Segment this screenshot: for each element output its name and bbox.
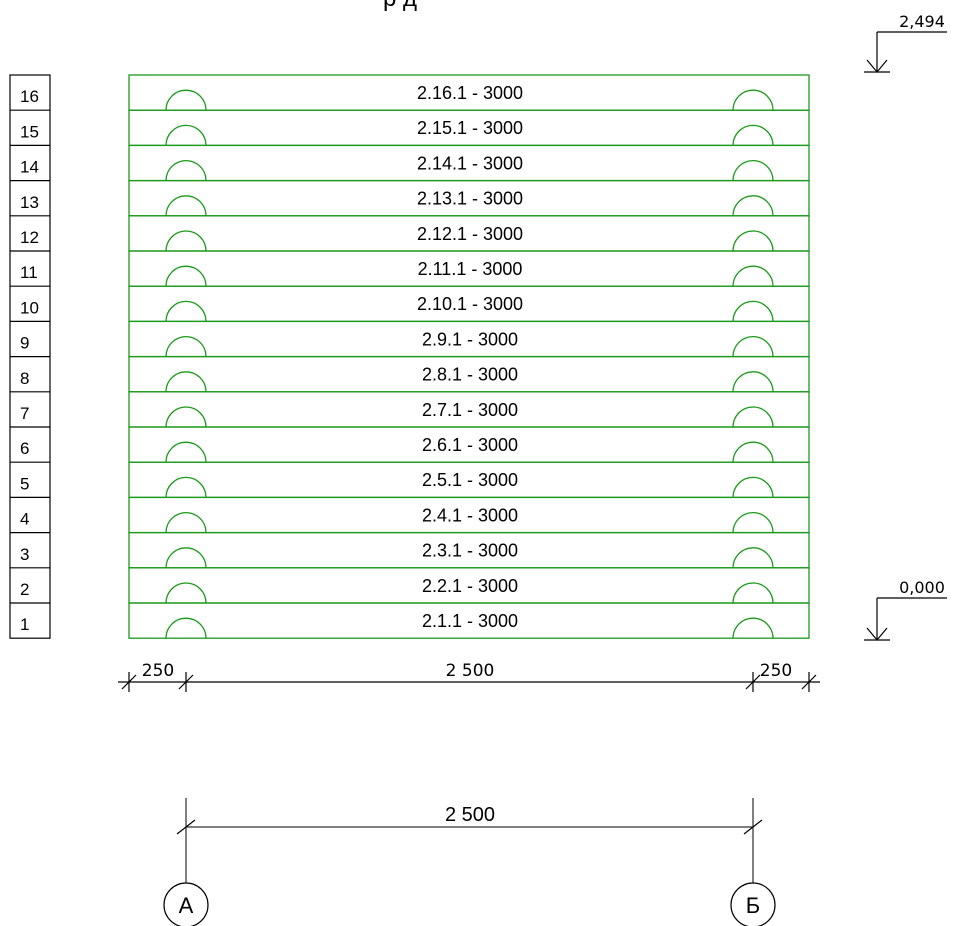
block-label: 2.2.1 - 3000 <box>422 576 518 596</box>
lifting-loop-right <box>732 476 774 498</box>
row-number: 2 <box>20 580 29 599</box>
dimension-left-label: 250 <box>142 661 174 681</box>
row-number: 3 <box>20 545 29 564</box>
lifting-loop-right <box>732 441 774 463</box>
lifting-loop-left <box>165 300 207 322</box>
block-label: 2.8.1 - 3000 <box>422 365 518 385</box>
elevation-marker-top: 2,494 <box>864 12 947 73</box>
block-label: 2.11.1 - 3000 <box>418 259 523 279</box>
block-row: 4 2.4.1 - 3000 <box>10 496 810 534</box>
block-row: 14 2.14.1 - 3000 <box>10 144 810 182</box>
block-label: 2.6.1 - 3000 <box>422 435 518 455</box>
lifting-loop-right <box>732 512 774 533</box>
axis-dimension: 2 500 <box>176 798 763 883</box>
title-fragment: р д <box>383 0 417 12</box>
lifting-loop-left <box>165 441 207 463</box>
lifting-loop-right <box>732 336 774 357</box>
block-label: 2.15.1 - 3000 <box>417 118 523 138</box>
block-row: 9 2.9.1 - 3000 <box>10 320 810 358</box>
block-label: 2.4.1 - 3000 <box>422 505 518 525</box>
lifting-loop-left <box>165 476 207 498</box>
lifting-loop-left <box>165 371 207 392</box>
lifting-loop-left <box>165 265 207 287</box>
row-number: 6 <box>20 439 29 458</box>
block-row: 15 2.15.1 - 3000 <box>10 109 810 147</box>
row-number: 12 <box>20 228 39 247</box>
lifting-loop-left <box>165 406 207 428</box>
row-number: 15 <box>20 122 39 141</box>
lifting-loop-left <box>165 547 207 568</box>
lifting-loop-right <box>732 371 774 392</box>
block-label: 2.13.1 - 3000 <box>417 189 523 209</box>
lifting-loop-right <box>732 582 774 604</box>
axis-span-label: 2 500 <box>445 804 495 826</box>
axis-marker-b: Б <box>730 882 776 926</box>
block-label: 2.9.1 - 3000 <box>422 329 518 349</box>
elevation-marker-bottom: 0,000 <box>864 578 947 641</box>
block-row: 12 2.12.1 - 3000 <box>10 215 810 252</box>
row-number: 16 <box>20 87 39 106</box>
lifting-loop-right <box>732 300 774 322</box>
block-label: 2.7.1 - 3000 <box>422 400 518 420</box>
lifting-loop-left <box>165 195 207 216</box>
axis-a-label: А <box>179 893 194 918</box>
block-row: 13 2.13.1 - 3000 <box>10 179 810 217</box>
axis-b-label: Б <box>746 893 760 918</box>
elevation-bottom-label: 0,000 <box>899 578 945 597</box>
row-number: 5 <box>20 474 29 493</box>
block-row: 7 2.7.1 - 3000 <box>10 391 810 428</box>
block-label: 2.12.1 - 3000 <box>417 224 523 244</box>
block-dimension-line: 250 2 500 250 <box>118 661 820 692</box>
row-number: 4 <box>20 510 29 529</box>
row-number: 7 <box>20 404 29 423</box>
lifting-loop-right <box>732 406 774 428</box>
lifting-loop-left <box>165 89 207 111</box>
axis-marker-a: А <box>163 882 209 926</box>
lifting-loop-left <box>165 512 207 533</box>
block-row: 3 2.3.1 - 3000 <box>10 531 810 569</box>
lifting-loop-right <box>732 195 774 216</box>
row-number: 9 <box>20 334 29 353</box>
block-label: 2.10.1 - 3000 <box>417 294 523 314</box>
row-number: 14 <box>20 158 39 177</box>
dimension-right-label: 250 <box>760 661 792 681</box>
lifting-loop-left <box>165 336 207 357</box>
block-row: 6 2.6.1 - 3000 <box>10 426 810 463</box>
block-row: 5 2.5.1 - 3000 <box>10 461 810 499</box>
lifting-loop-right <box>732 547 774 568</box>
block-label: 2.16.1 - 3000 <box>417 83 523 103</box>
block-row: 1 2.1.1 - 3000 <box>20 602 810 639</box>
block-row: 10 2.10.1 - 3000 <box>10 285 810 323</box>
elevation-top-label: 2,494 <box>899 12 945 31</box>
block-row: 8 2.8.1 - 3000 <box>10 355 810 393</box>
lifting-loop-right <box>732 124 774 146</box>
block-label: 2.1.1 - 3000 <box>422 611 518 631</box>
row-number: 10 <box>20 298 39 317</box>
row-number: 11 <box>20 263 38 282</box>
lifting-loop-right <box>732 160 774 181</box>
block-outline <box>128 602 810 639</box>
row-number: 13 <box>20 193 39 212</box>
block-label: 2.14.1 - 3000 <box>417 153 523 173</box>
lifting-loop-left <box>165 160 207 181</box>
lifting-loop-left <box>165 124 207 146</box>
row-number: 8 <box>20 369 29 388</box>
row-number: 1 <box>20 615 29 634</box>
dimension-middle-label: 2 500 <box>446 661 495 681</box>
block-label: 2.5.1 - 3000 <box>422 470 518 490</box>
lifting-loop-right <box>732 230 774 252</box>
block-row: 11 2.11.1 - 3000 <box>10 250 810 287</box>
lifting-loop-right <box>732 89 774 111</box>
block-row: 16 2.16.1 - 3000 <box>10 74 810 111</box>
block-label: 2.3.1 - 3000 <box>422 541 518 561</box>
lifting-loop-left <box>165 617 207 639</box>
lifting-loop-left <box>165 582 207 604</box>
block-row: 2 2.2.1 - 3000 <box>10 567 810 604</box>
lifting-loop-left <box>165 230 207 252</box>
lifting-loop-right <box>732 265 774 287</box>
lifting-loop-right <box>732 617 774 639</box>
